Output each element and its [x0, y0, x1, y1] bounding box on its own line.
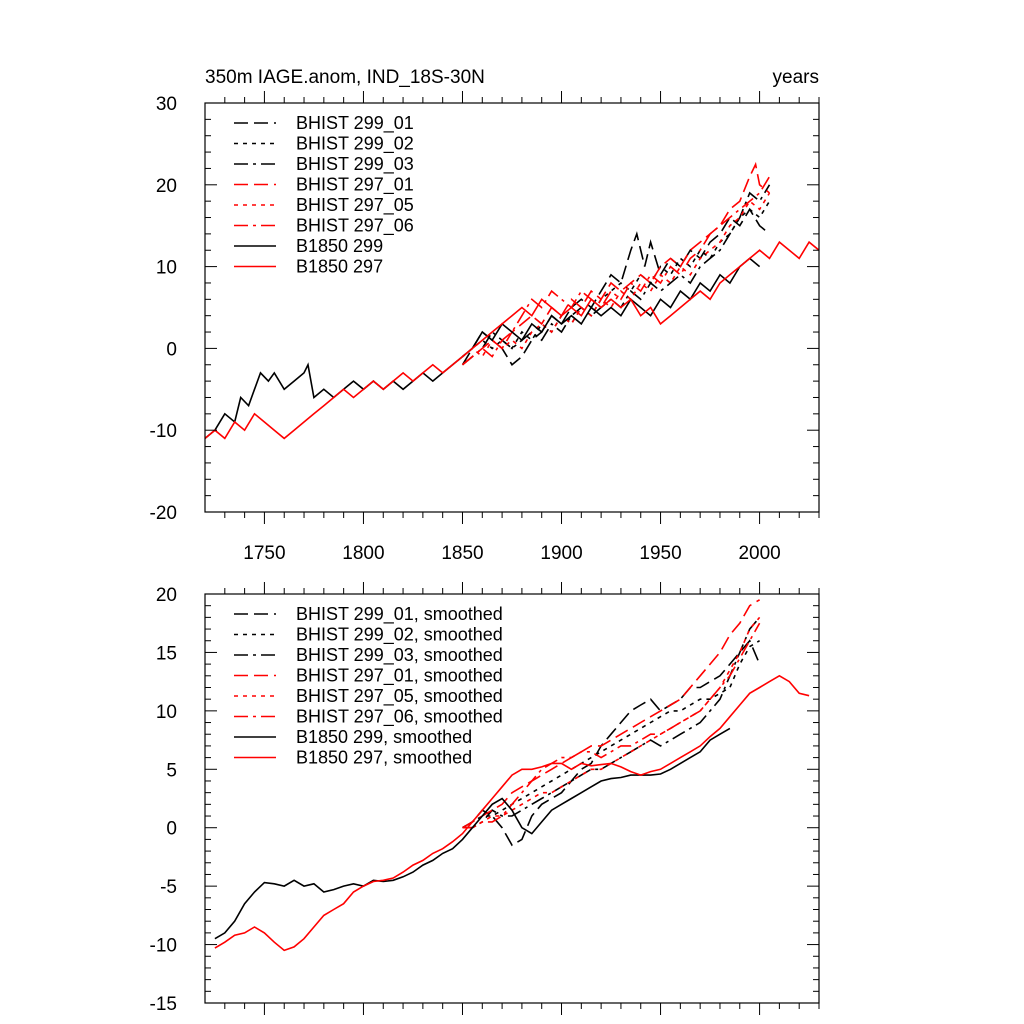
series-line-8: [214, 674, 810, 952]
legend-label: B1850 299, smoothed: [296, 727, 472, 747]
legend-label: B1850 297: [296, 257, 383, 277]
y-tick-label: -10: [150, 421, 177, 442]
y-tick-label: 20: [156, 585, 177, 606]
y-tick-label: 10: [156, 702, 177, 723]
y-tick-label: -15: [150, 994, 177, 1015]
x-tick-label: 2000: [738, 543, 780, 564]
legend-label: BHIST 299_01: [296, 113, 414, 134]
series-line-5: [461, 192, 771, 358]
y-tick-label: 30: [156, 94, 177, 115]
legend-label: BHIST 297_06: [296, 216, 414, 237]
series-line-7: [214, 727, 731, 940]
x-tick-label: 1850: [441, 543, 483, 564]
top-panel: -20 -10 0 10 20 30 1750 1800 1850 1900 1950 2000 BHI…: [150, 91, 820, 564]
legend-label: B1850 299: [296, 236, 383, 256]
legend-label: BHIST 299_02: [296, 134, 414, 155]
legend-label: BHIST 297_01, smoothed: [296, 666, 503, 687]
x-tick-label: 1750: [243, 543, 285, 564]
plot-frame: [204, 593, 820, 1004]
y-tick-label: 0: [166, 339, 177, 360]
legend-label: BHIST 297_06, smoothed: [296, 707, 503, 728]
y-tick-label: 5: [166, 760, 177, 781]
legend-label: BHIST 297_05: [296, 195, 414, 216]
series-line-3: [462, 616, 761, 829]
series-line-5: [462, 616, 761, 829]
series-line-1: [462, 639, 761, 847]
legend-label: BHIST 297_05, smoothed: [296, 686, 503, 707]
legend-label: BHIST 299_01, smoothed: [296, 604, 503, 625]
y-tick-label: -20: [150, 503, 177, 524]
series-line-4: [461, 161, 771, 366]
chart-units-label: years: [773, 67, 819, 88]
y-tick-label: 15: [156, 643, 177, 664]
y-tick-label: -5: [160, 877, 177, 898]
legend-label: B1850 297, smoothed: [296, 748, 472, 768]
series-line-6: [462, 622, 761, 829]
legend-label: BHIST 297_01: [296, 175, 414, 196]
x-tick-label: 1950: [639, 543, 681, 564]
y-tick-label: 10: [156, 258, 177, 279]
series-line-4: [462, 599, 761, 829]
y-tick-label: -10: [150, 936, 177, 957]
legend-label: BHIST 299_02, smoothed: [296, 625, 503, 646]
x-tick-label: 1800: [342, 543, 384, 564]
plot-frame: [204, 102, 820, 513]
legend-label: BHIST 299_03, smoothed: [296, 645, 503, 666]
series-line-6: [461, 176, 771, 366]
x-tick-label: 1900: [540, 543, 582, 564]
legend-label: BHIST 299_03: [296, 154, 414, 175]
chart-title: 350m IAGE.anom, IND_18S-30N: [205, 67, 485, 88]
series-line-8: [205, 240, 819, 440]
y-tick-label: 0: [166, 819, 177, 840]
series-line-1: [461, 207, 771, 367]
y-tick-label: 20: [156, 176, 177, 197]
